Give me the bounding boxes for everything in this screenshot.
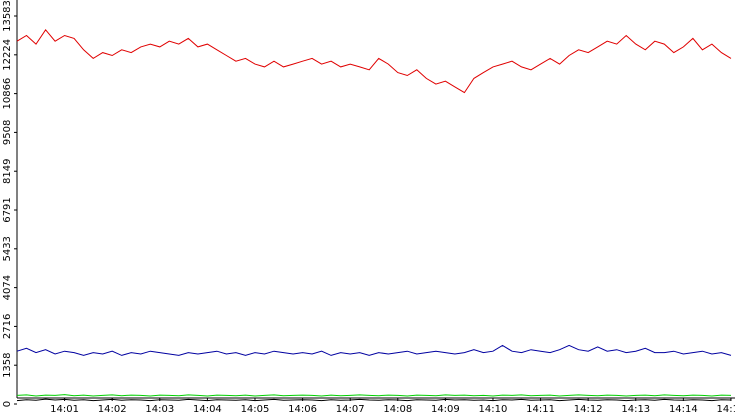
series-line <box>16 394 732 397</box>
x-tick-label: 14:13 <box>621 404 650 415</box>
y-tick-label: 9508 <box>2 120 13 145</box>
y-tick-label: 10866 <box>2 78 13 110</box>
x-tick-label: 14:08 <box>383 404 412 415</box>
y-tick-label: 4074 <box>2 275 13 300</box>
x-tick-label: 14:07 <box>336 404 365 415</box>
x-tick-label: 14:06 <box>288 404 317 415</box>
x-tick-label: 14:11 <box>526 404 555 415</box>
series-line <box>16 344 732 356</box>
x-tick-label: 14:03 <box>145 404 174 415</box>
y-tick-label: 0 <box>2 401 13 407</box>
x-tick-label: 14:15 <box>717 404 735 415</box>
y-tick-label: 6791 <box>2 197 13 222</box>
x-tick-label: 14:01 <box>50 404 79 415</box>
y-tick-label: 8149 <box>2 158 13 183</box>
series-line <box>16 398 732 402</box>
series-line <box>16 28 732 94</box>
x-tick-label: 14:02 <box>98 404 127 415</box>
x-tick-label: 14:05 <box>241 404 270 415</box>
y-tick-label: 2716 <box>2 314 13 339</box>
x-tick-label: 14:14 <box>669 404 698 415</box>
y-tick-label: 12224 <box>2 39 13 71</box>
x-tick-label: 14:04 <box>193 404 222 415</box>
x-tick-label: 14:12 <box>574 404 603 415</box>
y-tick-label: 1358 <box>2 352 13 377</box>
y-tick-label: 5433 <box>2 236 13 261</box>
x-tick-label: 14:10 <box>479 404 508 415</box>
x-tick-label: 14:09 <box>431 404 460 415</box>
y-tick-label: 13583 <box>2 0 13 32</box>
